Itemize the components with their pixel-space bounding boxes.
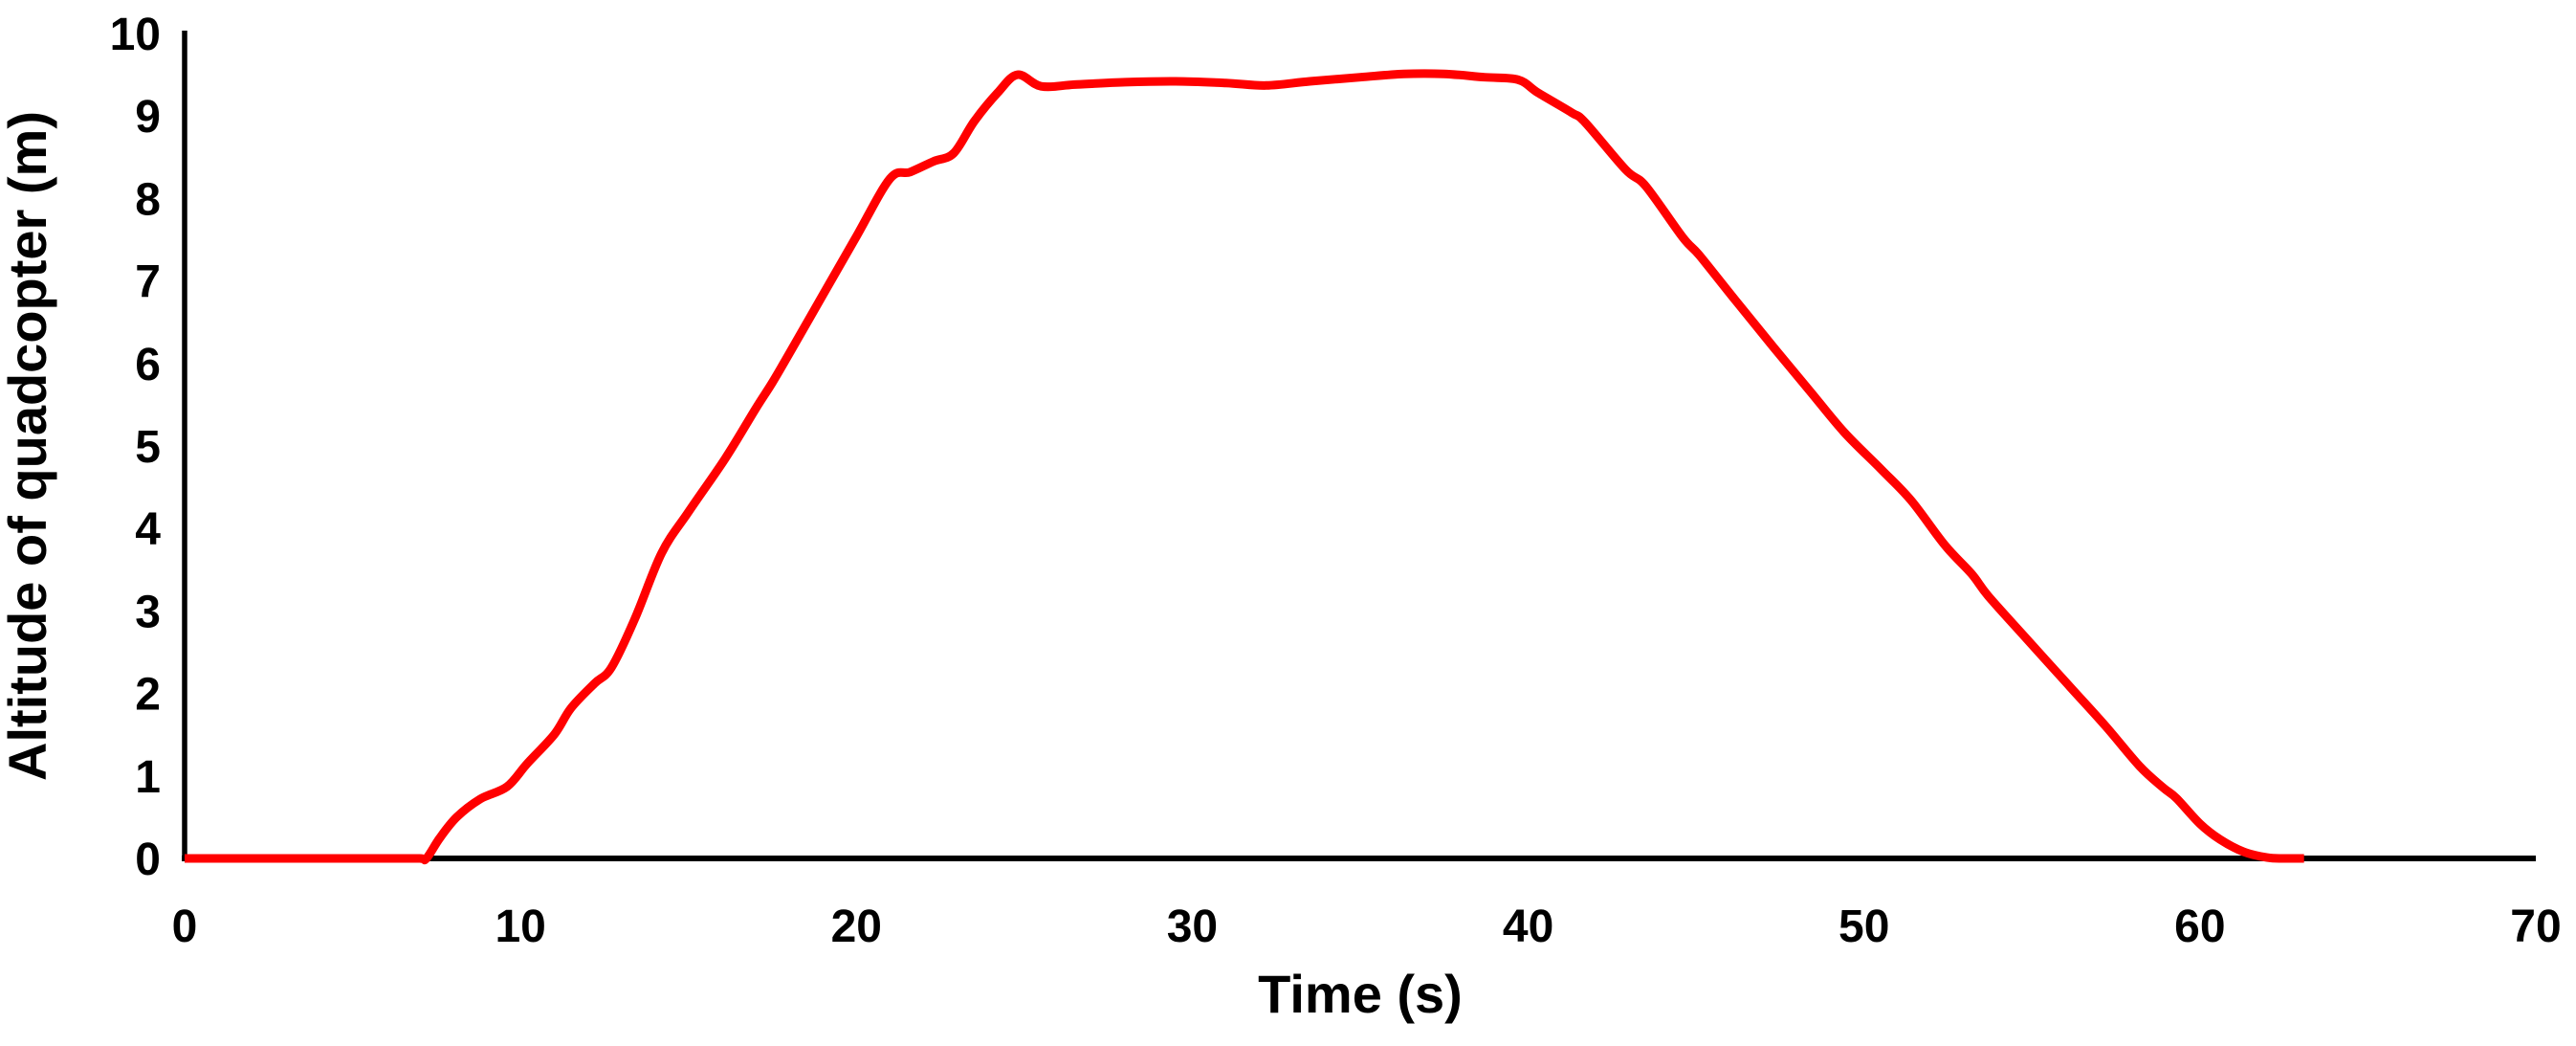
x-tick-labels: 0 10 20 30 40 50 60 70 [172, 901, 2562, 952]
x-tick-label: 50 [1838, 901, 1889, 952]
x-tick-label: 0 [172, 901, 198, 952]
altitude-line [185, 69, 2304, 865]
y-tick-labels: 0 1 2 3 4 5 6 7 8 9 10 [110, 10, 162, 885]
x-tick-label: 10 [495, 901, 545, 952]
y-tick-label: 3 [135, 587, 161, 637]
y-axis-title: Altitude of quadcopter (m) [0, 111, 57, 781]
y-tick-label: 7 [135, 257, 161, 308]
x-tick-label: 40 [1503, 901, 1553, 952]
x-tick-label: 70 [2510, 901, 2561, 952]
x-tick-label: 60 [2174, 901, 2225, 952]
y-tick-label: 1 [135, 752, 161, 803]
x-axis-title: Time (s) [1258, 964, 1463, 1024]
x-tick-label: 20 [831, 901, 882, 952]
y-tick-label: 10 [110, 10, 161, 60]
x-tick-label: 30 [1167, 901, 1218, 952]
y-tick-label: 2 [135, 670, 161, 721]
y-tick-label: 9 [135, 92, 161, 143]
y-tick-label: 0 [135, 835, 161, 885]
y-tick-label: 6 [135, 340, 161, 390]
y-tick-label: 4 [135, 504, 161, 555]
y-tick-label: 5 [135, 422, 161, 473]
y-tick-label: 8 [135, 174, 161, 225]
